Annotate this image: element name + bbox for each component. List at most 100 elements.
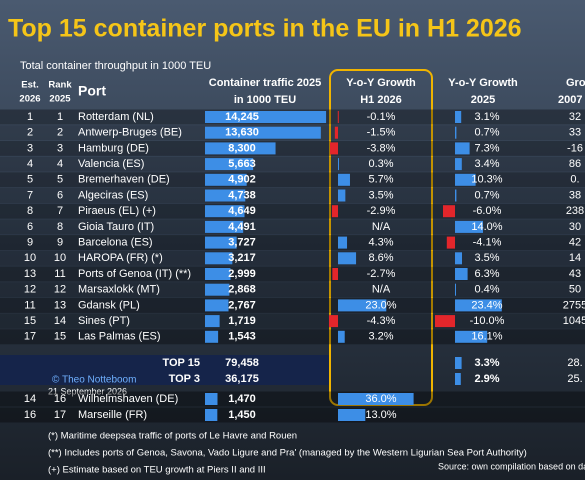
traffic-bar [205, 393, 218, 405]
growth-2007: 14 [569, 252, 581, 264]
footnote: (*) Maritime deepsea traffic of ports of… [48, 431, 297, 442]
growth-2025: 23.4% [471, 299, 502, 311]
port-name: Wilhelmshaven (DE) [78, 393, 178, 405]
est-rank: 12 [24, 284, 36, 296]
port-name: Marseille (FR) [78, 409, 147, 421]
traffic-value: 8,300 [228, 142, 256, 154]
positive-bar [455, 357, 462, 369]
column-header: Port [78, 83, 106, 99]
positive-bar [455, 283, 456, 296]
h1-growth: 3.2% [368, 331, 393, 343]
h1-growth: 0.3% [368, 158, 393, 170]
traffic-value: 1,450 [228, 409, 256, 421]
traffic-bar [205, 158, 254, 171]
row-band [0, 219, 585, 235]
est-rank: 2 [27, 127, 33, 139]
rank: 6 [57, 189, 63, 201]
column-header: Y-o-Y Growth [346, 77, 416, 89]
rank: 17 [54, 409, 66, 421]
positive-bar [338, 299, 387, 312]
positive-bar [338, 189, 346, 202]
h1-growth: 8.6% [368, 252, 393, 264]
row-band [0, 407, 585, 423]
row-band [0, 297, 585, 313]
rank: 7 [57, 205, 63, 217]
port-name: Gdansk (PL) [78, 299, 140, 311]
port-name: Barcelona (ES) [78, 237, 153, 249]
traffic-value: 4,491 [228, 221, 256, 233]
row-band [0, 250, 585, 266]
traffic-value: 36,175 [225, 373, 259, 385]
positive-bar [455, 252, 462, 265]
growth-2007: 86 [569, 158, 581, 170]
h1-growth: -2.9% [367, 205, 396, 217]
h1-growth: 3.5% [368, 189, 393, 201]
h1-growth: -0.1% [367, 111, 396, 123]
subtitle: Total container throughput in 1000 TEU [20, 60, 211, 72]
growth-2025: 0.7% [474, 189, 499, 201]
est-rank: 9 [27, 237, 33, 249]
traffic-value: 14,245 [225, 111, 259, 123]
traffic-bar [205, 111, 327, 123]
traffic-bar [205, 283, 230, 296]
footnote: (**) Includes ports of Genoa, Savona, Va… [48, 448, 527, 459]
traffic-bar [205, 205, 245, 218]
negative-bar [435, 315, 455, 328]
rank: 10 [54, 252, 66, 264]
growth-2025: 3.4% [474, 158, 499, 170]
growth-2025: -10.0% [470, 315, 505, 327]
h1-growth: N/A [372, 284, 391, 296]
growth-2025: 10.3% [471, 174, 502, 186]
port-name: Hamburg (DE) [78, 142, 149, 154]
positive-bar [338, 158, 339, 171]
port-name: Marsaxlokk (MT) [78, 284, 160, 296]
column-header: 2025 [471, 94, 495, 106]
est-rank: 10 [24, 252, 36, 264]
credit-date: 21 September 2026 [48, 386, 127, 396]
growth-2007: 25. [567, 373, 582, 385]
port-name: Bremerhaven (DE) [78, 174, 170, 186]
growth-2025: 14.0% [471, 221, 502, 233]
h1-growth: -2.7% [367, 268, 396, 280]
traffic-bar [205, 252, 233, 265]
row-band [0, 140, 585, 156]
traffic-value: 2,767 [228, 299, 256, 311]
growth-2007: -16 [567, 142, 583, 154]
rank: 5 [57, 174, 63, 186]
traffic-value: 2,868 [228, 284, 256, 296]
negative-bar [330, 142, 338, 155]
growth-2007: 38 [569, 189, 581, 201]
traffic-value: 4,649 [228, 205, 256, 217]
est-rank: 17 [24, 331, 36, 343]
column-header: 2007 [558, 94, 582, 106]
column-header: Est. [21, 80, 38, 91]
traffic-bar [205, 330, 219, 343]
h1-growth: 4.3% [368, 237, 393, 249]
traffic-bar [205, 315, 220, 328]
traffic-bar [205, 299, 229, 312]
positive-bar [338, 236, 348, 249]
growth-2007: 1045 [563, 315, 585, 327]
growth-2007: 0. [570, 174, 579, 186]
h1-growth: -1.5% [367, 127, 396, 139]
rank: 12 [54, 284, 66, 296]
negative-bar [446, 236, 455, 249]
port-name: Piraeus (EL) (+) [78, 205, 156, 217]
growth-2007: 32 [569, 111, 581, 123]
traffic-value: 1,543 [228, 331, 256, 343]
traffic-bar [205, 142, 276, 155]
est-rank: 14 [24, 393, 36, 405]
port-name: TOP 3 [169, 373, 200, 385]
growth-2025: 16.1% [471, 331, 502, 343]
growth-2025: 0.4% [474, 284, 499, 296]
traffic-value: 3,217 [228, 252, 256, 264]
positive-bar [455, 299, 502, 312]
credit-author: © Theo Notteboom [52, 375, 136, 386]
est-rank: 7 [27, 189, 33, 201]
growth-2007: 2755 [563, 299, 585, 311]
rank: 11 [54, 268, 65, 280]
traffic-bar [205, 268, 231, 280]
port-name: Las Palmas (ES) [78, 331, 161, 343]
growth-2007: 50 [569, 284, 581, 296]
